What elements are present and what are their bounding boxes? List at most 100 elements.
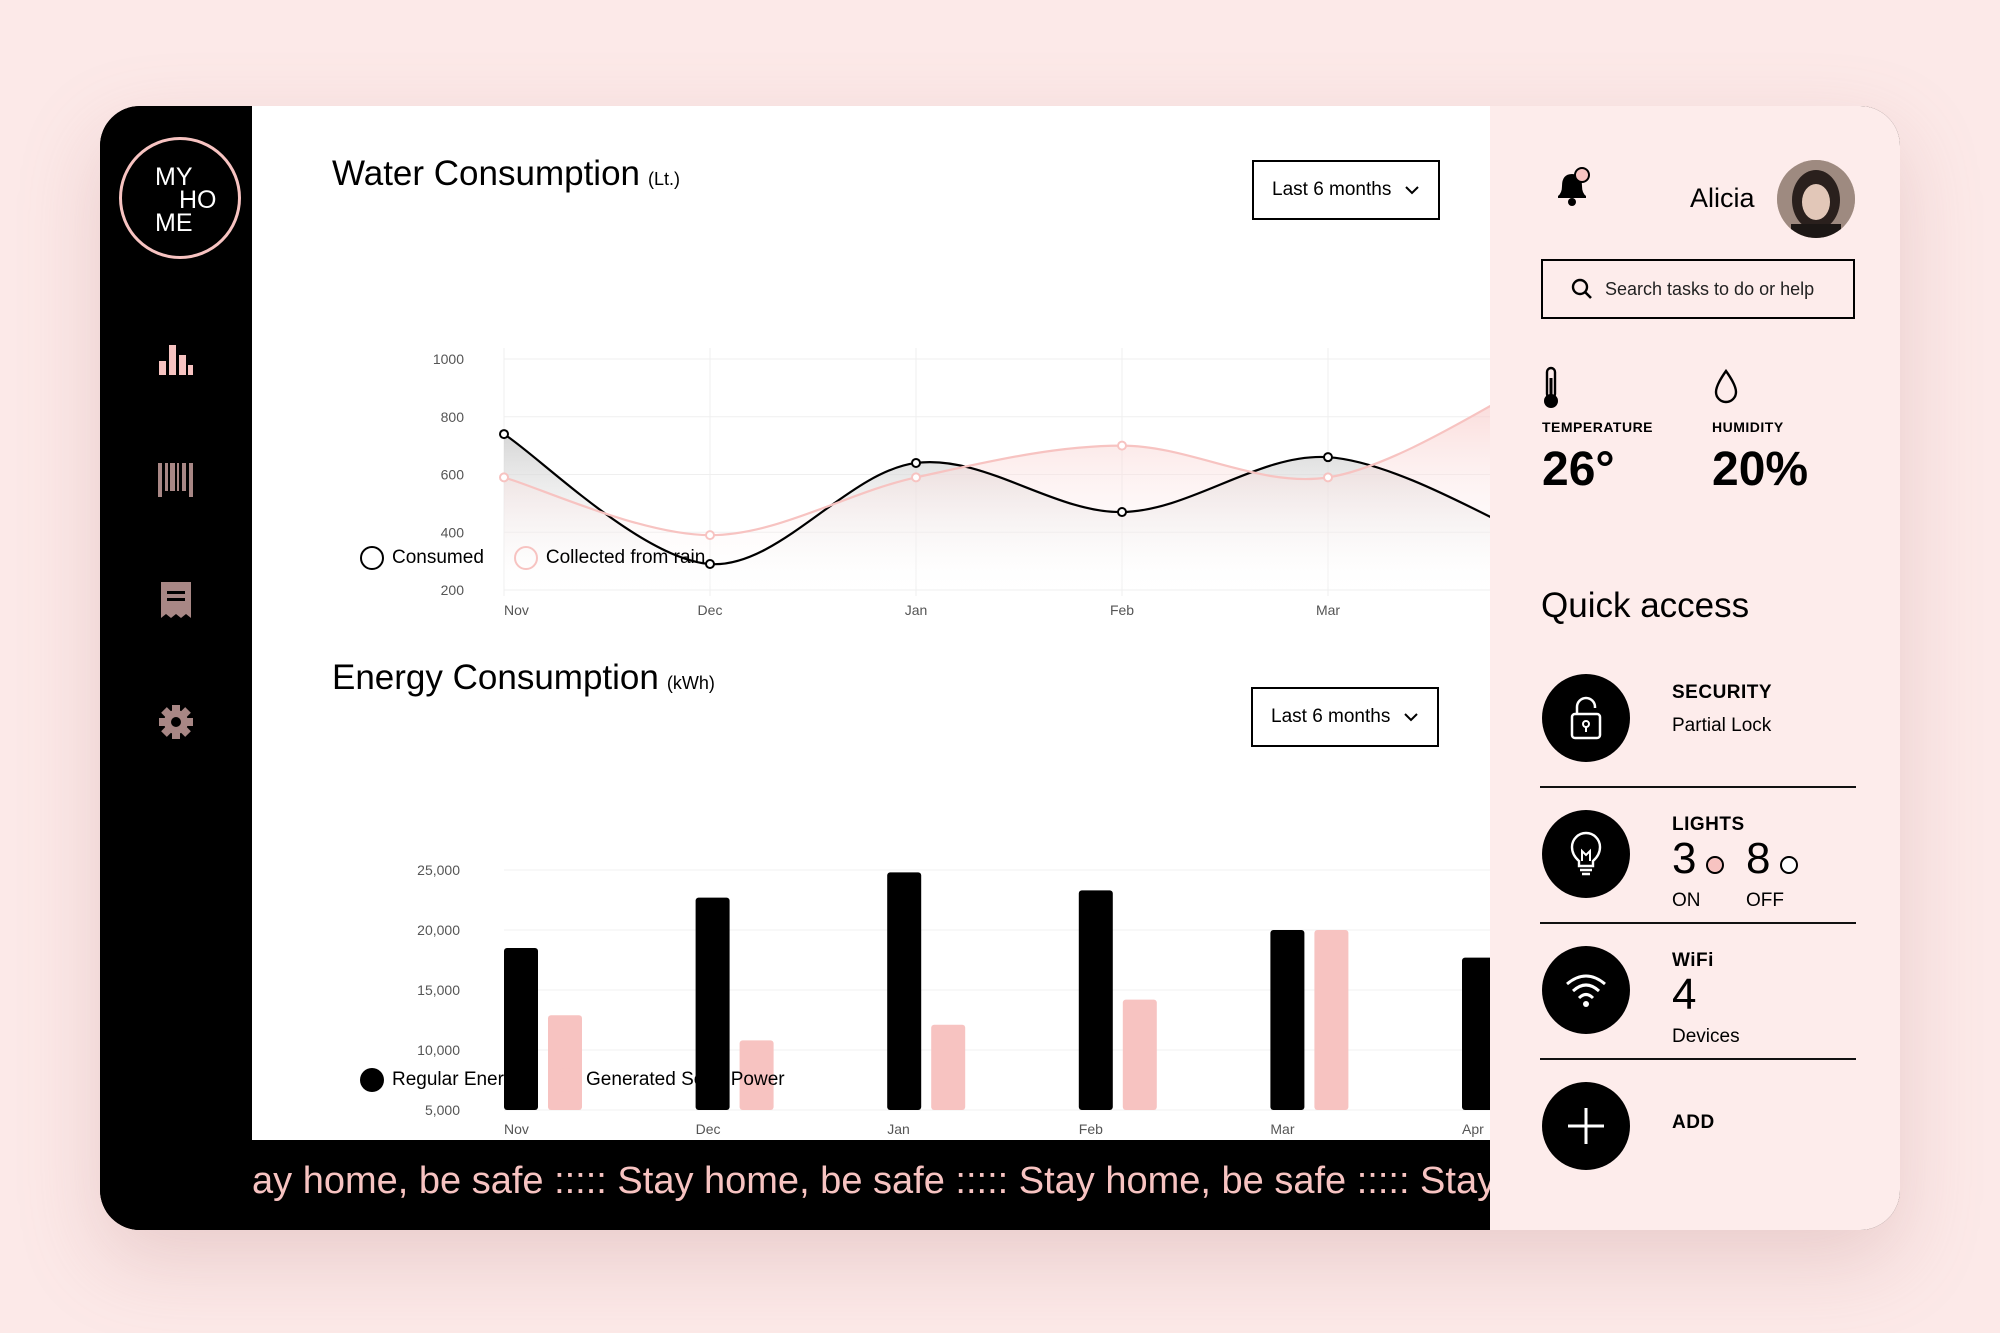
x-tick-label: Mar	[1316, 602, 1340, 618]
temperature-label: TEMPERATURE	[1542, 419, 1654, 435]
marquee-banner: ay home, be safe ::::: Stay home, be saf…	[252, 1140, 1490, 1230]
y-tick-label: 600	[441, 467, 465, 483]
series-line-0	[503, 433, 1490, 566]
search-input[interactable]: Search tasks to do or help	[1541, 259, 1855, 319]
right-panel: Alicia Search tasks to do or help TEMPER…	[1490, 106, 1900, 1230]
energy-range-label: Last 6 months	[1271, 706, 1391, 727]
bar-solar-power	[548, 1015, 582, 1110]
water-unit: (Lt.)	[648, 169, 681, 189]
water-range-dropdown[interactable]: Last 6 months	[1252, 160, 1440, 220]
sidebar: MY HO ME	[100, 106, 252, 1230]
water-legend: Consumed Collected from rain	[360, 546, 735, 570]
thermometer-icon	[1544, 366, 1558, 408]
water-chart: 1000800600400200NovDecJanFebMarApr	[433, 348, 1490, 618]
bar-solar-power	[931, 1024, 966, 1110]
notification-button[interactable]	[1552, 166, 1592, 215]
y-tick-label: 25,000	[417, 862, 460, 878]
lights-button[interactable]	[1542, 810, 1630, 898]
data-point	[705, 530, 715, 541]
data-point	[1323, 472, 1333, 483]
x-tick-label: Nov	[504, 1121, 529, 1137]
x-tick-label: Dec	[696, 1121, 721, 1137]
rain-swatch	[513, 546, 538, 570]
bar-solar-power	[739, 1040, 774, 1110]
quick-access-wifi[interactable]: WiFi 4 Devices	[1540, 946, 1856, 1080]
divider	[1540, 786, 1856, 788]
legend-regular: Regular Energy	[360, 1068, 524, 1092]
data-point	[1117, 507, 1127, 518]
sidebar-item-stats[interactable]	[152, 335, 200, 383]
security-label: SECURITY	[1672, 682, 1773, 703]
security-button[interactable]	[1542, 674, 1630, 762]
data-point	[911, 457, 921, 468]
divider	[1540, 1058, 1856, 1060]
energy-range-dropdown[interactable]: Last 6 months	[1251, 687, 1439, 747]
add-label: ADD	[1672, 1112, 1715, 1133]
bar-regular-energy	[1270, 930, 1305, 1110]
data-point	[499, 472, 509, 483]
wifi-devices-label: Devices	[1672, 1026, 1740, 1047]
marquee-text: ay home, be safe ::::: Stay home, be saf…	[252, 1160, 1490, 1202]
quick-access-add[interactable]: ADD	[1540, 1082, 1856, 1216]
series-area-1	[504, 406, 1490, 596]
y-tick-label: 5,000	[425, 1102, 460, 1118]
add-button[interactable]	[1542, 1082, 1630, 1170]
legend-rain-label: Collected from rain	[545, 547, 706, 568]
y-tick-label: 1000	[433, 351, 464, 367]
lights-on-label: ON	[1672, 890, 1701, 911]
bar-chart-icon	[159, 345, 193, 375]
bar-regular-energy	[887, 872, 922, 1110]
user-photo	[1777, 160, 1855, 238]
lights-off-count: 8	[1746, 834, 1771, 883]
avatar[interactable]	[1777, 160, 1855, 238]
temperature-value: 26°	[1542, 443, 1615, 496]
energy-chart-title: Energy Consumption (kWh)	[332, 658, 715, 698]
security-status: Partial Lock	[1672, 715, 1772, 736]
y-tick-label: 200	[441, 582, 465, 598]
x-tick-label: Feb	[1079, 1121, 1103, 1137]
legend-consumed: Consumed	[360, 546, 484, 570]
chevron-down-icon	[1404, 713, 1418, 722]
x-tick-label: Nov	[504, 602, 529, 618]
energy-chart: 25,000 20,000 15,000 10,000 5,000 Nov Dec Jan Fe…	[417, 862, 1490, 1137]
series-line-1	[503, 404, 1490, 537]
quick-access-lights[interactable]: LIGHTS 3 8 ON OFF	[1540, 810, 1856, 944]
wifi-icon	[1566, 974, 1606, 1007]
bar-regular-energy	[695, 897, 730, 1110]
water-title-text: Water Consumption	[332, 154, 640, 193]
regular-swatch	[360, 1068, 384, 1092]
energy-title-text: Energy Consumption	[332, 658, 659, 697]
data-point	[1117, 440, 1127, 451]
y-tick-label: 20,000	[417, 922, 460, 938]
y-tick-label: 800	[441, 409, 465, 425]
legend-rain: Collected from rain	[513, 546, 706, 570]
sidebar-item-settings[interactable]	[152, 698, 200, 746]
quick-access-title: Quick access	[1541, 586, 1750, 625]
wifi-button[interactable]	[1542, 946, 1630, 1034]
main-panel: Water Consumption (Lt.) Last 6 months 100…	[252, 106, 1490, 1140]
lock-icon	[1570, 696, 1602, 740]
quick-access-security[interactable]: SECURITY Partial Lock	[1540, 674, 1856, 808]
app-window: MY HO ME	[100, 106, 1900, 1230]
bar-solar-power	[1122, 999, 1157, 1110]
divider	[1540, 922, 1856, 924]
humidity-label: HUMIDITY	[1712, 419, 1784, 435]
receipt-icon	[161, 582, 191, 618]
bell-icon	[1558, 167, 1590, 206]
bar-regular-energy	[1462, 957, 1490, 1110]
user-name: Alicia	[1690, 183, 1755, 213]
x-tick-label: Apr	[1462, 1121, 1484, 1137]
water-chart-title: Water Consumption (Lt.)	[332, 154, 680, 194]
bar-solar-power	[1314, 930, 1349, 1110]
lights-label: LIGHTS	[1672, 814, 1745, 835]
logo-line-3: ME	[155, 209, 193, 237]
barcode-icon	[158, 463, 193, 497]
plus-icon	[1568, 1108, 1604, 1144]
sidebar-item-barcode[interactable]	[152, 456, 200, 504]
wifi-device-count: 4	[1672, 970, 1697, 1019]
solar-swatch	[554, 1068, 579, 1092]
consumed-swatch	[360, 546, 384, 570]
humidity-value: 20%	[1712, 443, 1809, 496]
sidebar-item-receipts[interactable]	[152, 576, 200, 624]
y-tick-label: 10,000	[417, 1042, 460, 1058]
